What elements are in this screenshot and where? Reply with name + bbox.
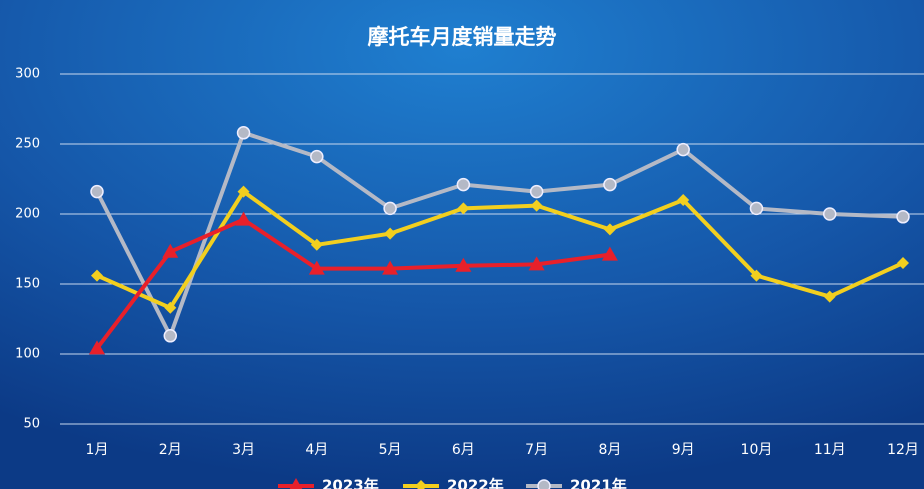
point	[163, 329, 178, 343]
series-line	[96, 189, 904, 310]
point	[235, 211, 252, 226]
point	[90, 184, 104, 199]
legend-marker	[289, 478, 303, 489]
point	[455, 257, 472, 272]
x-tick-label: 6月	[452, 442, 475, 458]
x-tick-label: 11月	[814, 442, 846, 458]
x-tick-label: 7月	[525, 442, 548, 458]
point	[384, 227, 397, 240]
point	[164, 301, 177, 314]
legend-label: 2021年	[570, 477, 627, 489]
y-tick-label: 100	[15, 347, 40, 362]
point	[382, 260, 399, 275]
legend-label: 2023年	[322, 477, 379, 489]
x-tick-label: 12月	[887, 442, 919, 458]
point	[310, 149, 324, 164]
chart-title: 摩托车月度销量走势	[368, 25, 557, 49]
point	[308, 260, 325, 275]
legend-label: 2022年	[447, 477, 504, 489]
point	[896, 210, 910, 224]
y-tick-label: 300	[15, 67, 40, 82]
point	[383, 201, 397, 216]
y-tick-label: 200	[15, 207, 40, 222]
point	[749, 201, 764, 216]
x-tick-label: 5月	[379, 442, 402, 458]
x-tick-label: 8月	[598, 442, 621, 458]
legend-marker	[415, 480, 427, 489]
series-line	[95, 130, 904, 338]
point	[310, 238, 323, 251]
point	[528, 256, 545, 271]
point	[897, 257, 909, 269]
x-tick-label: 3月	[232, 442, 255, 458]
point	[236, 126, 251, 140]
point	[530, 199, 543, 212]
point	[603, 223, 616, 236]
point	[89, 340, 105, 355]
point	[603, 177, 617, 192]
point	[677, 194, 690, 206]
point	[456, 177, 471, 192]
point	[91, 269, 103, 282]
point	[750, 269, 763, 282]
y-tick-label: 150	[15, 277, 40, 292]
point	[162, 243, 179, 258]
y-tick-label: 250	[15, 137, 40, 152]
x-tick-label: 9月	[672, 442, 695, 458]
x-tick-label: 4月	[305, 442, 328, 458]
point	[457, 202, 470, 215]
point	[601, 246, 618, 261]
point	[529, 184, 544, 199]
x-tick-label: 2月	[159, 442, 182, 458]
point	[823, 290, 836, 303]
series-line	[95, 217, 611, 350]
point	[676, 142, 690, 157]
point	[822, 207, 837, 221]
point	[237, 185, 250, 198]
x-tick-label: 1月	[86, 442, 109, 458]
x-tick-label: 10月	[741, 442, 773, 458]
legend-marker	[537, 479, 551, 489]
y-tick-label: 50	[23, 417, 40, 432]
